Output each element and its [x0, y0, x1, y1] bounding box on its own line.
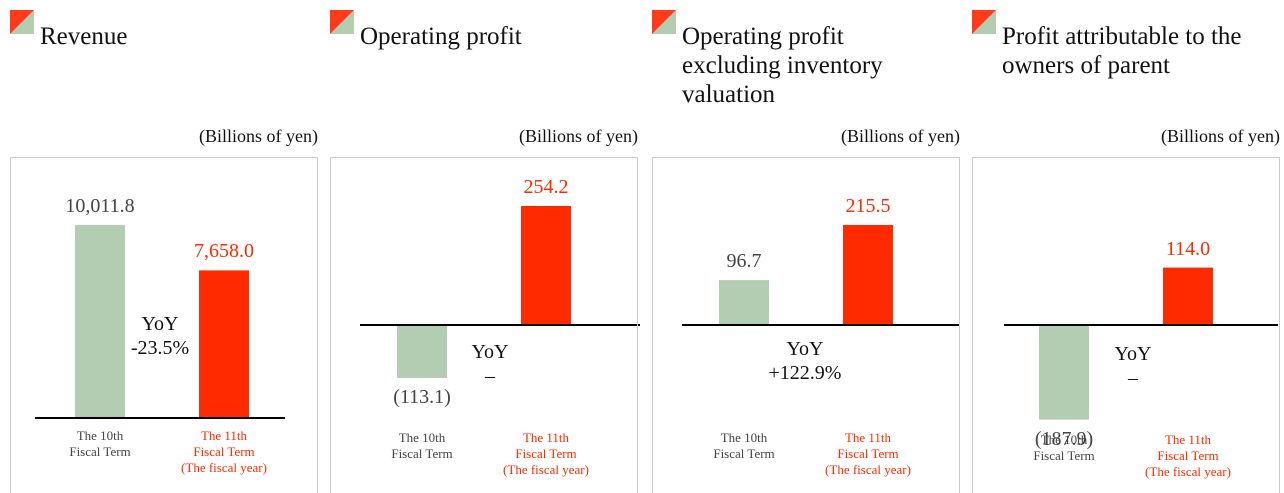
bar	[199, 270, 249, 418]
value-label: (187.9)	[1034, 427, 1094, 450]
category-label: The 10th Fiscal Term	[713, 430, 775, 461]
category-label: The 11th Fiscal Term (The fiscal year)	[181, 428, 267, 475]
annotation: YoY –	[471, 341, 509, 387]
category-label: The 11th Fiscal Term (The fiscal year)	[1145, 432, 1231, 479]
value-label: 7,658.0	[194, 240, 254, 263]
icon-red	[652, 10, 676, 34]
panel	[10, 157, 318, 493]
unit-label: (Billions of yen)	[1161, 126, 1280, 146]
value-label: 114.0	[1165, 237, 1211, 260]
chart-title: Revenue	[40, 23, 128, 50]
icon-red	[10, 10, 34, 34]
title-icon	[972, 10, 996, 34]
value-label: 254.2	[523, 175, 569, 198]
chart-title: Profit attributable to the owners of par…	[1002, 23, 1242, 79]
value-label: 10,011.8	[65, 195, 135, 217]
category-label: The 10th Fiscal Term	[1033, 432, 1095, 463]
bar	[719, 280, 769, 325]
panel	[652, 157, 960, 493]
panel	[330, 157, 638, 493]
annotation: YoY +122.9%	[768, 338, 842, 384]
value-label: (113.1)	[393, 385, 451, 408]
title-icon	[652, 10, 676, 34]
panel	[972, 157, 1280, 493]
category-label: The 10th Fiscal Term	[391, 430, 453, 461]
bar	[521, 205, 571, 325]
unit-label: (Billions of yen)	[199, 126, 318, 146]
bar	[1163, 267, 1213, 325]
icon-red	[972, 10, 996, 34]
bar	[75, 225, 125, 418]
annotation: YoY –	[1114, 343, 1152, 389]
unit-label: (Billions of yen)	[519, 126, 638, 146]
category-label: The 10th Fiscal Term	[69, 428, 131, 459]
chart-title: Operating profit	[360, 23, 522, 50]
category-label: The 11th Fiscal Term (The fiscal year)	[825, 430, 911, 477]
bar	[397, 325, 447, 378]
value-label: 215.5	[845, 195, 891, 217]
bar	[1039, 325, 1089, 420]
value-label: 96.7	[726, 250, 762, 273]
category-label: The 11th Fiscal Term (The fiscal year)	[503, 430, 589, 477]
annotation: YoY -23.5%	[130, 313, 190, 359]
title-icon	[330, 10, 354, 34]
bar	[843, 225, 893, 325]
unit-label: (Billions of yen)	[841, 126, 960, 146]
icon-red	[330, 10, 354, 34]
chart-title: Operating profit excluding inventory val…	[682, 23, 883, 108]
title-icon	[10, 10, 34, 34]
